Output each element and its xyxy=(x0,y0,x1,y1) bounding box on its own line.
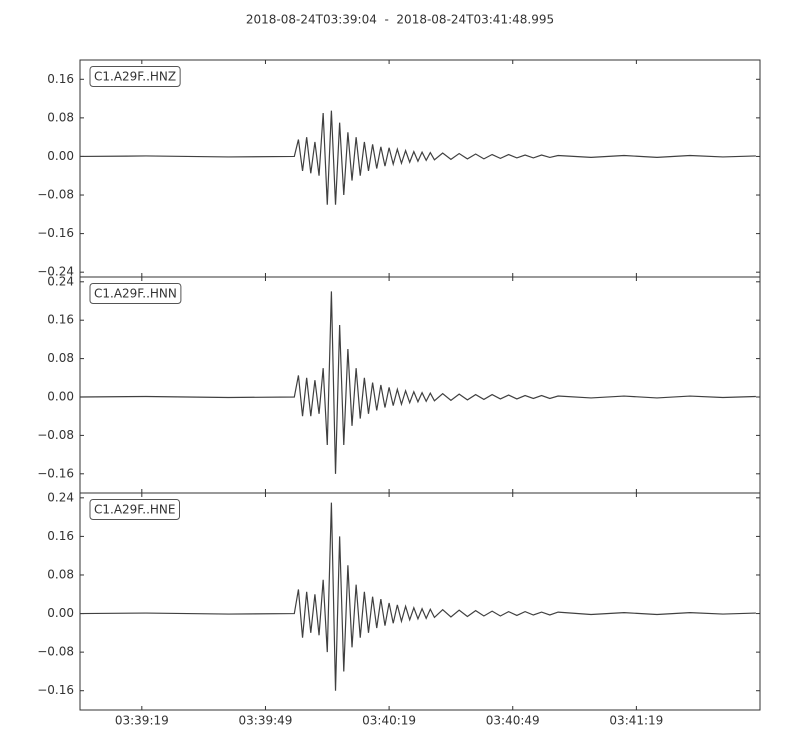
trace-label: C1.A29F..HNN xyxy=(94,287,177,301)
y-tick-label: 0.24 xyxy=(47,490,74,504)
y-tick-label: 0.16 xyxy=(47,72,74,86)
y-tick-label: 0.08 xyxy=(47,567,74,581)
y-tick-label: 0.00 xyxy=(47,149,74,163)
x-tick-label: 03:40:49 xyxy=(486,714,540,728)
waveform xyxy=(79,110,756,205)
y-tick-label: 0.00 xyxy=(47,390,74,404)
x-tick-label: 03:39:19 xyxy=(115,714,169,728)
trace-label: C1.A29F..HNE xyxy=(94,503,176,517)
y-tick-label: 0.16 xyxy=(47,529,74,543)
y-tick-label: −0.16 xyxy=(37,226,74,240)
y-tick-label: 0.08 xyxy=(47,110,74,124)
trace-label-box xyxy=(89,66,181,87)
y-tick-label: −0.24 xyxy=(37,265,74,279)
x-tick-label: 03:39:49 xyxy=(239,714,293,728)
y-tick-label: 0.08 xyxy=(47,351,74,365)
y-tick-label: −0.16 xyxy=(37,466,74,480)
plot-frame xyxy=(79,59,761,278)
y-tick-label: 0.00 xyxy=(47,606,74,620)
y-tick-label: 0.16 xyxy=(47,313,74,327)
y-tick-label: −0.08 xyxy=(37,645,74,659)
y-tick-label: 0.24 xyxy=(47,274,74,288)
trace-label-box xyxy=(89,283,182,304)
plot-frame xyxy=(79,492,761,711)
waveform xyxy=(79,291,756,474)
y-tick-label: −0.08 xyxy=(37,188,74,202)
y-tick-label: −0.16 xyxy=(37,683,74,697)
chart-title: 2018-08-24T03:39:04 - 2018-08-24T03:41:4… xyxy=(246,13,554,27)
waveform xyxy=(79,502,756,691)
trace-label: C1.A29F..HNZ xyxy=(94,70,176,84)
y-tick-label: −0.08 xyxy=(37,428,74,442)
trace-label-box xyxy=(89,499,180,520)
x-tick-label: 03:40:19 xyxy=(362,714,416,728)
plot-frame xyxy=(79,276,761,494)
x-tick-label: 03:41:19 xyxy=(609,714,663,728)
